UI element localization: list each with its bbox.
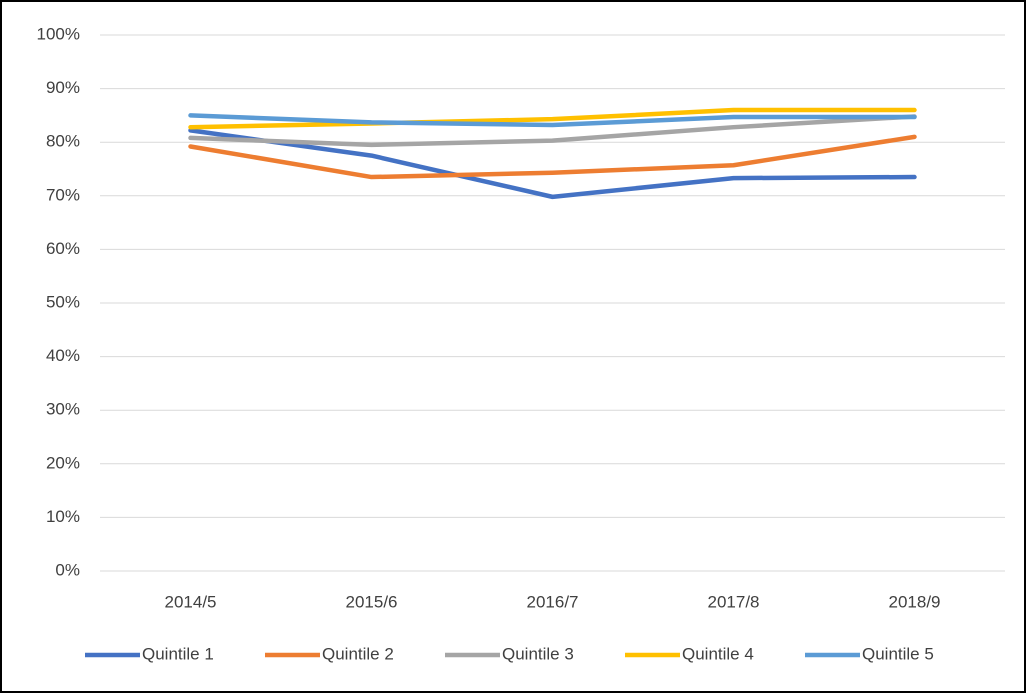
x-tick-label: 2016/7 [527,592,579,611]
y-tick-label: 50% [46,292,80,311]
x-tick-label: 2018/9 [889,592,941,611]
y-tick-label: 100% [37,24,80,43]
series-line [188,113,917,128]
y-tick-label: 80% [46,132,80,151]
y-tick-label: 60% [46,239,80,258]
legend-label: Quintile 3 [502,644,574,663]
x-tick-label: 2017/8 [708,592,760,611]
legend-label: Quintile 2 [322,644,394,663]
series-line [188,134,917,180]
y-tick-label: 0% [55,560,80,579]
legend-label: Quintile 5 [862,644,934,663]
y-tick-label: 20% [46,453,80,472]
series-line [188,128,917,200]
x-tick-label: 2014/5 [165,592,217,611]
legend-label: Quintile 1 [142,644,214,663]
y-tick-label: 30% [46,400,80,419]
y-tick-label: 90% [46,78,80,97]
x-tick-label: 2015/6 [346,592,398,611]
series-line [188,107,917,130]
y-tick-label: 40% [46,346,80,365]
y-tick-label: 70% [46,185,80,204]
y-tick-label: 10% [46,507,80,526]
series-line [188,114,917,148]
legend-label: Quintile 4 [682,644,754,663]
